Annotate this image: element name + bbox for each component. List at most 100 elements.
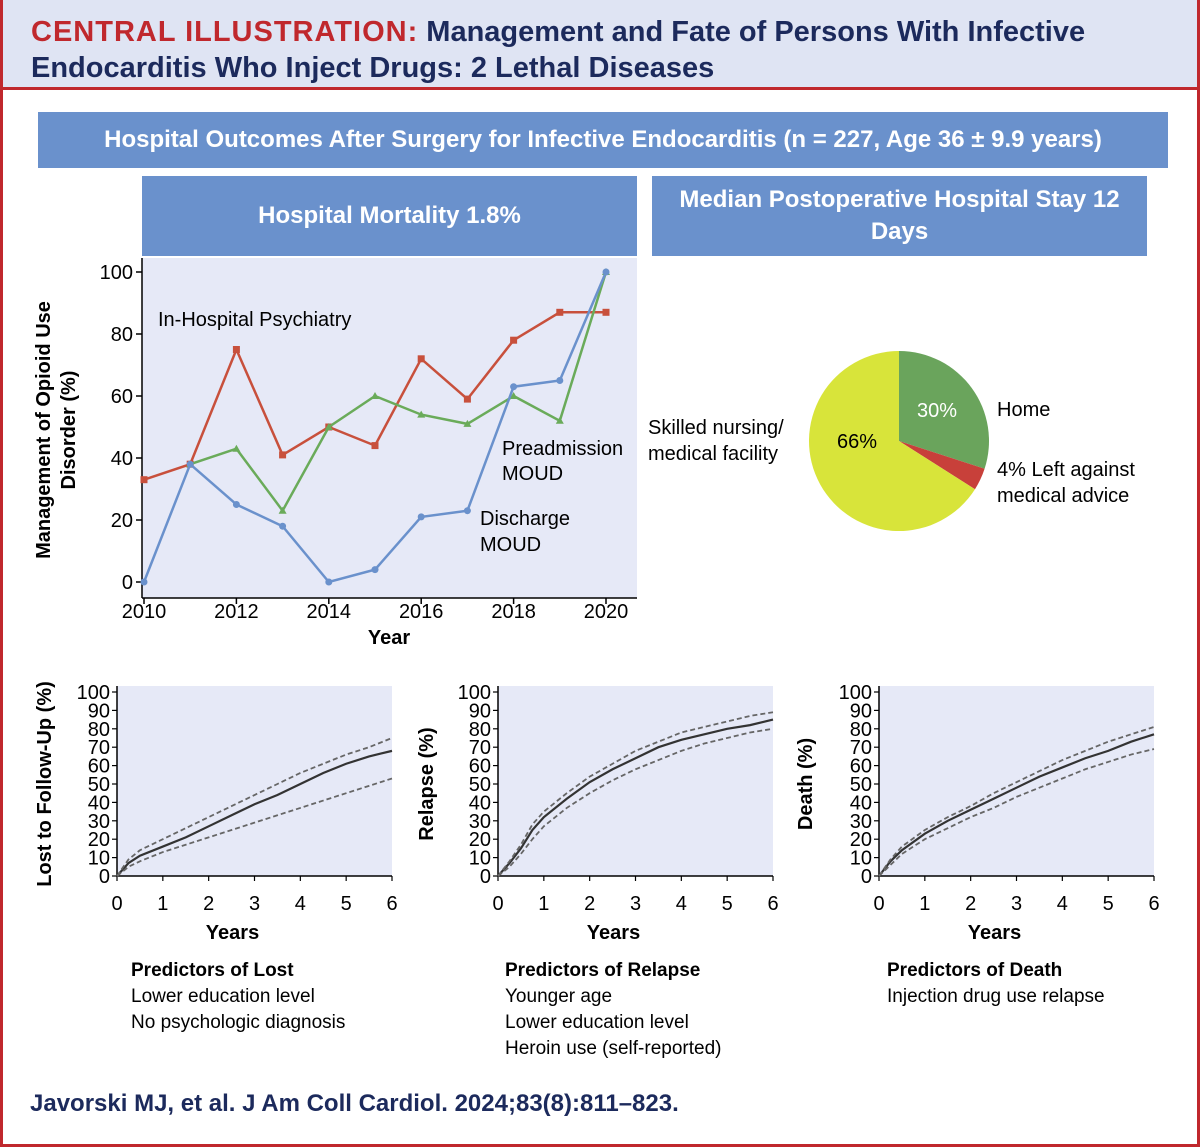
y-tick-label: 40 xyxy=(111,448,133,470)
y-tick-label: 0 xyxy=(122,572,133,594)
curve-estimate xyxy=(878,733,1155,877)
y-tick-label: 10 xyxy=(850,848,872,870)
plot-area xyxy=(879,686,1154,876)
x-tick-label: 4 xyxy=(295,893,306,915)
data-point xyxy=(463,419,472,427)
y-tick-label: 80 xyxy=(469,719,491,741)
x-tick-label: 3 xyxy=(630,893,641,915)
predictors-relapse-item: Younger age xyxy=(505,986,613,1007)
data-point xyxy=(325,578,333,586)
data-point xyxy=(510,336,518,344)
y-tick-label: 50 xyxy=(88,774,110,796)
page-title: CENTRAL ILLUSTRATION: Management and Fat… xyxy=(31,14,1181,86)
y-tick-label: 20 xyxy=(111,510,133,532)
data-point xyxy=(232,346,240,353)
x-tick-label: 2012 xyxy=(214,601,259,623)
x-tick-label: 0 xyxy=(492,893,503,915)
curve-lower xyxy=(878,748,1155,877)
x-tick-label: 1 xyxy=(157,893,168,915)
predictors-death: Predictors of Death Injection drug use r… xyxy=(887,958,1105,1010)
series-line-preadmission-moud xyxy=(189,271,608,514)
y-tick-label: 30 xyxy=(88,811,110,833)
y-tick-label: 80 xyxy=(111,324,133,346)
y-tick-label: 100 xyxy=(100,262,133,284)
x-tick-label: 3 xyxy=(1011,893,1022,915)
curve-upper xyxy=(116,737,393,877)
predictors-lost-item: No psychologic diagnosis xyxy=(131,1012,346,1033)
x-tick-label: 5 xyxy=(1103,893,1114,915)
curve-estimate xyxy=(497,718,774,877)
data-point xyxy=(417,513,425,521)
y-tick-label: 40 xyxy=(469,792,491,814)
data-point xyxy=(556,308,564,316)
x-tick-label: 0 xyxy=(111,893,122,915)
curve-upper xyxy=(497,711,774,877)
curve-estimate xyxy=(116,749,393,877)
predictors-death-title: Predictors of Death xyxy=(887,960,1063,981)
pie-slice-home xyxy=(899,351,989,469)
y-tick-label: 100 xyxy=(839,682,872,704)
y-tick-label: 10 xyxy=(88,848,110,870)
series-label-discharge: Discharge xyxy=(480,508,570,530)
data-point xyxy=(371,392,379,399)
data-point xyxy=(140,578,148,586)
x-tick-label: 4 xyxy=(676,893,687,915)
curve-lower xyxy=(116,777,393,877)
data-point xyxy=(279,451,287,459)
x-tick-label: 1 xyxy=(538,893,549,915)
curve-lower xyxy=(497,727,774,877)
pie-pct-label: 66% xyxy=(837,431,877,453)
data-point xyxy=(556,377,564,384)
y-tick-label: 40 xyxy=(850,792,872,814)
y-tick-label: 60 xyxy=(850,756,872,778)
x-tick-label: 3 xyxy=(249,893,260,915)
y-tick-label: 80 xyxy=(88,719,110,741)
pie-slice-left-against-medical-advice xyxy=(899,441,985,490)
predictors-relapse-item: Lower education level xyxy=(505,1012,689,1033)
data-point xyxy=(232,444,241,452)
pie-pct-label: 30% xyxy=(917,400,957,422)
x-tick-label: 2014 xyxy=(307,601,352,623)
y-tick-label: 20 xyxy=(469,829,491,851)
x-tick-label: 1 xyxy=(919,893,930,915)
y-tick-label: 60 xyxy=(469,756,491,778)
predictors-relapse-title: Predictors of Relapse xyxy=(505,960,701,981)
y-tick-label: 0 xyxy=(99,866,110,888)
y-tick-label: 90 xyxy=(88,700,110,722)
y-tick-label: 90 xyxy=(469,700,491,722)
predictors-death-item: Injection drug use relapse xyxy=(887,986,1105,1007)
x-tick-label: 5 xyxy=(722,893,733,915)
predictors-relapse-item: Heroin use (self-reported) xyxy=(505,1038,722,1059)
x-tick-label: 2020 xyxy=(584,601,629,623)
y-tick-label: 40 xyxy=(88,792,110,814)
x-axis-label: Years xyxy=(587,922,640,944)
data-point xyxy=(463,395,471,403)
y-tick-label: 30 xyxy=(850,811,872,833)
y-tick-label: 70 xyxy=(88,737,110,759)
y-tick-label: 20 xyxy=(850,829,872,851)
predictors-lost: Predictors of Lost Lower education level… xyxy=(131,958,345,1036)
data-point xyxy=(510,383,518,391)
y-tick-label: 70 xyxy=(469,737,491,759)
x-tick-label: 5 xyxy=(341,893,352,915)
predictors-lost-title: Predictors of Lost xyxy=(131,960,294,981)
x-axis-label: Years xyxy=(206,922,259,944)
data-point xyxy=(371,566,379,574)
data-point xyxy=(371,442,379,450)
data-point xyxy=(602,308,610,316)
pie-slice-label: Home xyxy=(997,399,1050,421)
plot-area xyxy=(117,686,392,876)
y-tick-label: 30 xyxy=(469,811,491,833)
data-point xyxy=(324,423,333,430)
predictors-relapse: Predictors of Relapse Younger age Lower … xyxy=(505,958,721,1062)
data-point xyxy=(602,268,610,276)
x-tick-label: 2 xyxy=(203,893,214,915)
title-rest: Management and Fate of Persons With Infe… xyxy=(31,16,1086,84)
plot-area xyxy=(498,686,773,876)
y-tick-label: 80 xyxy=(850,719,872,741)
x-tick-label: 6 xyxy=(386,893,397,915)
x-axis-label: Year xyxy=(368,627,410,649)
pie-slice-label: 4% Left against xyxy=(997,459,1135,481)
